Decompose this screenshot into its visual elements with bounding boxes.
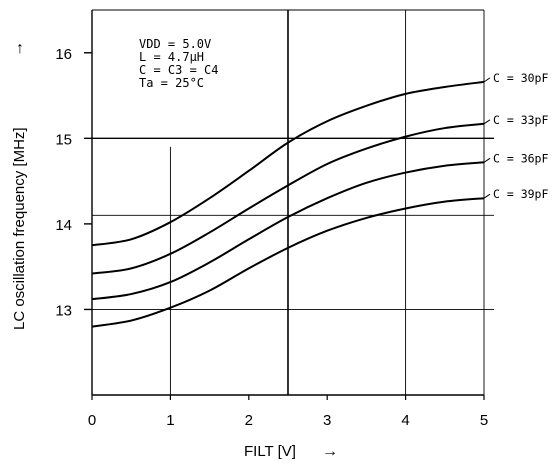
y-tick-label: 16: [55, 46, 72, 63]
y-axis-label: LC oscillation frequency [MHz]: [11, 127, 28, 330]
x-tick-label: 3: [323, 412, 331, 429]
tick-labels: 13 14 15 16 0 1 2 3 4 5: [55, 46, 488, 429]
conditions-box: VDD = 5.0V L = 4.7μH C = C3 = C4 Ta = 25…: [139, 37, 218, 90]
x-axis-arrow: →: [322, 443, 338, 460]
x-axis-label: FILT [V]: [244, 443, 296, 460]
x-tick-label: 5: [480, 412, 488, 429]
x-tick-label: 0: [88, 412, 96, 429]
series-curve-2: [91, 122, 485, 275]
series-label-3: C = 36pF: [493, 151, 548, 165]
series-label-1: C = 30pF: [493, 71, 548, 85]
y-tick-label: 13: [55, 302, 72, 319]
series-curve-4: [91, 197, 485, 328]
condition-vdd: VDD = 5.0V: [139, 37, 211, 51]
condition-l: L = 4.7μH: [139, 50, 204, 64]
series-label-leader: [483, 193, 491, 199]
series-label-4: C = 39pF: [493, 187, 548, 201]
series-label-leader: [483, 77, 491, 83]
series-label-leader: [483, 157, 491, 163]
series-curve-3: [91, 161, 485, 301]
series-curve-1: [91, 80, 485, 247]
y-tick-label: 14: [55, 217, 72, 234]
x-tick-label: 2: [245, 412, 253, 429]
y-axis-arrow: ↑: [16, 40, 24, 57]
series-curves: [91, 80, 485, 328]
series-label-2: C = 33pF: [493, 113, 548, 127]
series-label-leader: [483, 119, 491, 125]
y-tick-label: 15: [55, 131, 72, 148]
x-tick-label: 4: [401, 412, 409, 429]
x-tick-label: 1: [166, 412, 174, 429]
series-labels: C = 30pF C = 33pF C = 36pF C = 39pF: [483, 71, 548, 201]
condition-ta: Ta = 25°C: [139, 76, 204, 90]
condition-c: C = C3 = C4: [139, 63, 218, 77]
